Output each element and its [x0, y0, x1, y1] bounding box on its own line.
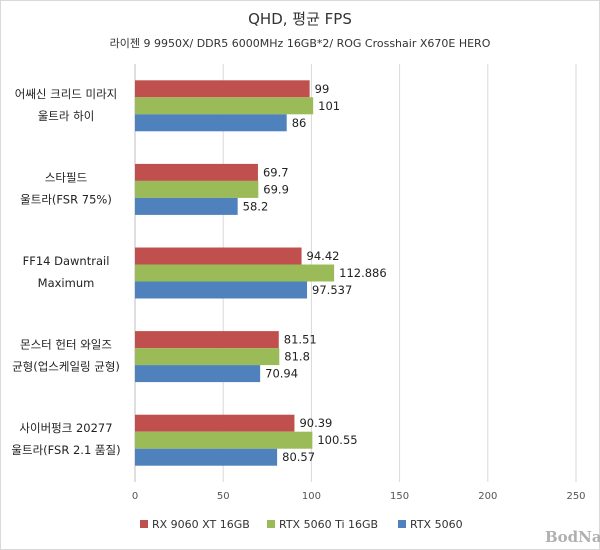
gridlines — [134, 64, 577, 482]
data-label: 100.55 — [317, 433, 357, 447]
chart-title: QHD, 평균 FPS — [248, 10, 352, 28]
bar — [135, 163, 258, 181]
data-label: 69.9 — [263, 182, 289, 196]
legend-swatch — [398, 520, 406, 528]
watermark: BodNara — [545, 528, 600, 546]
data-label: 69.7 — [263, 165, 289, 179]
data-label: 112.886 — [339, 266, 387, 280]
x-tick-label: 50 — [217, 491, 230, 502]
bar — [135, 180, 259, 198]
bar — [135, 80, 310, 98]
category-label: 어쌔신 크리드 미라지 — [15, 87, 118, 101]
x-tick-label: 0 — [132, 491, 138, 502]
chart-subtitle: 라이젠 9 9950X/ DDR5 6000MHz 16GB*2/ ROG Cr… — [110, 37, 491, 50]
category-label: Maximum — [38, 276, 95, 290]
category-label: 울트라(FSR 75%) — [20, 192, 112, 206]
bar — [135, 281, 308, 299]
category-label: FF14 Dawntrail — [23, 254, 110, 268]
bars — [135, 80, 335, 466]
data-label: 86 — [292, 116, 307, 130]
bar — [135, 365, 261, 383]
bar — [135, 348, 280, 366]
bar — [135, 448, 278, 466]
legend-label: RTX 5060 Ti 16GB — [279, 518, 378, 531]
data-label: 90.39 — [299, 416, 332, 430]
legend: RX 9060 XT 16GB RTX 5060 Ti 16GB RTX 5060 — [140, 518, 463, 531]
x-tick-label: 150 — [390, 491, 409, 502]
bar — [135, 414, 295, 432]
category-label: 사이버펑크 20277 — [19, 421, 112, 435]
data-label: 58.2 — [243, 199, 269, 213]
data-label: 101 — [318, 99, 340, 113]
x-tick-label: 250 — [566, 491, 585, 502]
legend-label: RTX 5060 — [410, 518, 463, 531]
category-label: 몬스터 헌터 와일즈 — [20, 338, 112, 352]
data-label: 70.94 — [265, 367, 298, 381]
data-labels: 99 101 86 69.7 69.9 58.2 94.42 112.886 97.537 81.… — [243, 82, 387, 464]
data-label: 81.51 — [284, 333, 317, 347]
x-tick-label: 100 — [302, 491, 321, 502]
data-label: 97.537 — [312, 283, 352, 297]
category-label: 균형(업스케일링 균형) — [12, 360, 120, 374]
bar — [135, 431, 313, 449]
data-label: 80.57 — [282, 450, 315, 464]
bar — [135, 331, 279, 349]
bar — [135, 197, 238, 215]
data-label: 99 — [315, 82, 330, 96]
data-label: 81.8 — [284, 350, 310, 364]
legend-label: RX 9060 XT 16GB — [152, 518, 250, 531]
x-tick-labels: 0 50 100 150 200 250 — [132, 491, 586, 502]
data-label: 94.42 — [307, 249, 340, 263]
bar — [135, 247, 302, 265]
bar — [135, 114, 287, 132]
category-label: 스타필드 — [45, 170, 87, 184]
legend-swatch — [267, 520, 275, 528]
bar — [135, 264, 335, 282]
bar — [135, 97, 314, 115]
x-tick-label: 200 — [478, 491, 497, 502]
legend-swatch — [140, 520, 148, 528]
category-label: 울트라 하이 — [38, 109, 95, 123]
category-label: 울트라(FSR 2.1 품질) — [11, 443, 120, 457]
